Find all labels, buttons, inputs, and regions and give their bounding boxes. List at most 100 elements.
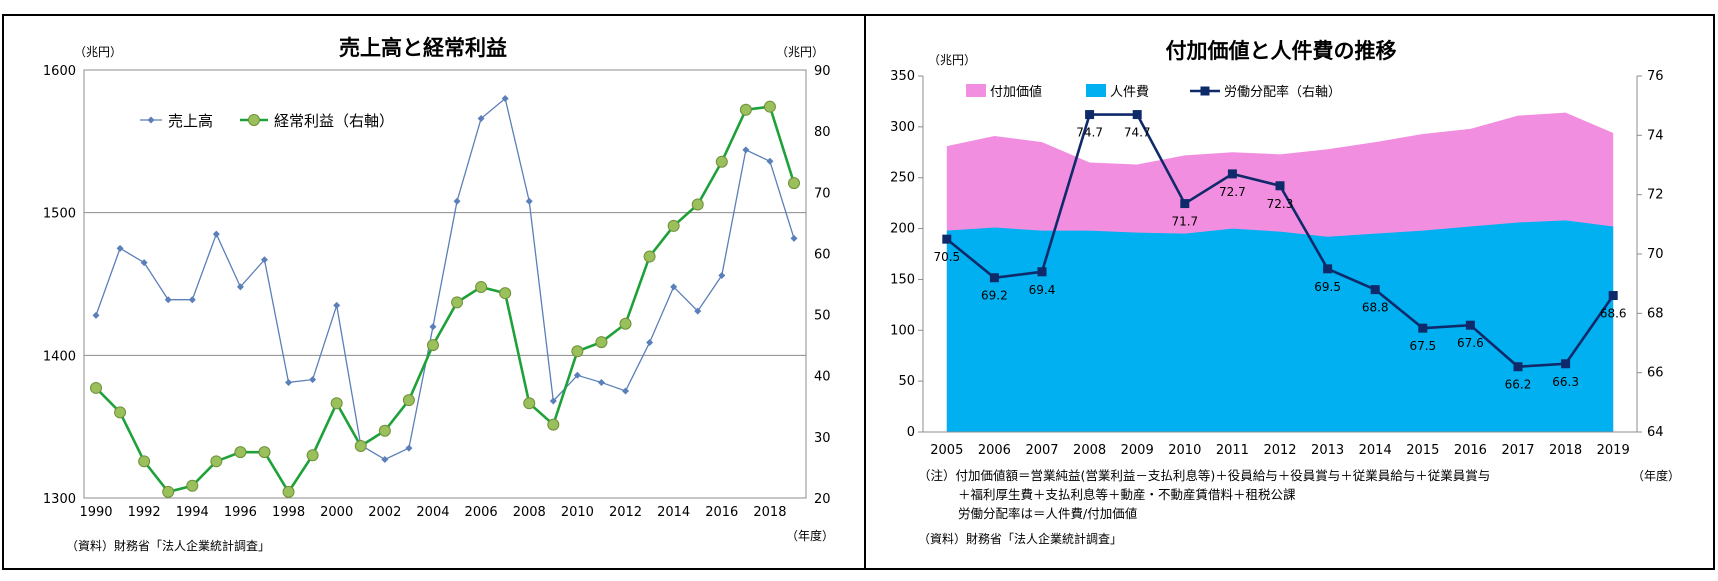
panel-divider: [864, 14, 866, 570]
data-label: 69.4: [1029, 283, 1056, 297]
y2-tick-label: 60: [814, 247, 831, 262]
y-tick-label: 1500: [43, 207, 76, 222]
legend-swatch-personnel: [1086, 84, 1106, 97]
data-label: 66.2: [1505, 378, 1532, 392]
y2-tick-label: 70: [1647, 247, 1664, 262]
labor-share-marker: [1418, 323, 1428, 333]
profit-marker: [691, 198, 704, 211]
profit-marker: [378, 424, 391, 437]
x-tick-label: 2014: [1359, 443, 1392, 458]
x-tick-label: 1992: [128, 505, 161, 520]
y-tick-label: 0: [907, 425, 915, 440]
profit-marker: [90, 381, 102, 394]
x-tick-label: 2011: [1216, 443, 1249, 458]
profit-marker: [186, 479, 199, 492]
x-tick-label: 2014: [657, 505, 690, 520]
x-tick-label: 2010: [1168, 443, 1201, 458]
y2-tick-label: 74: [1647, 128, 1664, 143]
profit-marker: [643, 250, 656, 263]
y2-tick-label: 80: [814, 125, 831, 140]
sales-marker: [453, 197, 461, 205]
sales-marker: [285, 378, 293, 386]
x-tick-label: 1996: [224, 505, 257, 520]
sales-marker: [742, 146, 750, 154]
data-label: 69.5: [1314, 280, 1341, 294]
sales-marker: [694, 307, 702, 315]
profit-marker: [114, 406, 127, 419]
sales-marker: [164, 296, 172, 304]
profit-marker: [667, 219, 680, 232]
y2-tick-label: 68: [1647, 306, 1664, 321]
x-tick-label: 2008: [1073, 443, 1106, 458]
data-label: 68.8: [1362, 301, 1389, 315]
sales-marker: [429, 323, 437, 331]
x-tick-label: 2012: [1263, 443, 1296, 458]
plot-area-border: [83, 69, 807, 499]
x-tick-label: 2018: [1549, 443, 1582, 458]
sales-marker: [790, 234, 798, 242]
y2-tick-label: 64: [1647, 425, 1664, 440]
profit-marker: [234, 446, 247, 459]
sales-marker: [549, 397, 557, 405]
labor-share-marker: [1465, 320, 1475, 330]
profit-marker: [547, 418, 560, 431]
sales-profit-chart: 売上高と経常利益 （兆円） （兆円） （年度） （資料）財務省「法人企業統計調査…: [43, 36, 834, 553]
profit-marker: [426, 339, 439, 352]
x-tick-label: 2013: [1311, 443, 1344, 458]
labor-share-marker: [1275, 181, 1285, 191]
profit-marker: [282, 485, 295, 498]
legend-label-sales: 売上高: [168, 112, 213, 130]
labor-share-marker: [1561, 359, 1571, 369]
data-label: 69.2: [981, 289, 1008, 303]
sales-marker: [212, 230, 220, 238]
sales-marker: [381, 455, 389, 463]
y2-tick-label: 90: [814, 64, 831, 79]
data-label: 66.3: [1552, 375, 1579, 389]
x-tick-label: 2017: [1501, 443, 1534, 458]
labor-share-marker: [1180, 199, 1190, 209]
x-tick-label: 2007: [1025, 443, 1058, 458]
data-label: 67.5: [1409, 339, 1436, 353]
y-tick-label: 200: [890, 222, 915, 237]
sales-marker: [670, 283, 678, 291]
y2-tick-label: 66: [1647, 366, 1664, 381]
labor-share-marker: [1323, 264, 1333, 274]
profit-marker: [306, 449, 319, 462]
y-axis-unit-label: （兆円）: [74, 45, 122, 59]
profit-marker: [763, 100, 776, 113]
y-tick-label: 250: [890, 171, 915, 186]
y-tick-label: 100: [890, 323, 915, 338]
data-label: 68.6: [1600, 307, 1627, 321]
labor-share-marker: [1370, 285, 1380, 295]
labor-share-marker: [942, 234, 952, 244]
sales-marker: [140, 259, 148, 267]
sales-marker: [573, 371, 581, 379]
labor-share-marker: [989, 273, 999, 283]
y-tick-label: 350: [890, 69, 915, 84]
profit-marker: [258, 446, 271, 459]
sales-marker: [309, 376, 317, 384]
note-line-1: （注）付加価値額＝営業純益(営業利益－支払利息等)＋役員給与＋役員賞与＋従業員給…: [918, 468, 1490, 483]
profit-marker: [402, 394, 415, 407]
x-tick-label: 2012: [609, 505, 642, 520]
x-tick-label: 2016: [705, 505, 738, 520]
data-label: 74.7: [1124, 126, 1151, 140]
sales-marker: [188, 296, 196, 304]
y-tick-label: 300: [890, 120, 915, 135]
profit-marker: [595, 336, 608, 349]
sales-marker: [501, 95, 509, 103]
profit-marker: [523, 397, 536, 410]
x-axis-unit-label: （年度）: [786, 528, 834, 543]
x-tick-label: 2019: [1597, 443, 1630, 458]
legend-label-profit: 経常利益（右軸）: [274, 112, 394, 130]
profit-marker: [162, 485, 175, 498]
source-note: （資料）財務省「法人企業統計調査」: [918, 531, 1122, 546]
x-tick-label: 2006: [465, 505, 498, 520]
legend-label-labor-share: 労働分配率（右軸）: [1224, 84, 1341, 100]
sales-marker: [766, 157, 774, 165]
sales-marker: [525, 197, 533, 205]
x-tick-label: 2008: [513, 505, 546, 520]
x-tick-label: 2006: [978, 443, 1011, 458]
y2-axis-unit-label: （兆円）: [776, 45, 824, 59]
y-tick-label: 50: [898, 374, 915, 389]
